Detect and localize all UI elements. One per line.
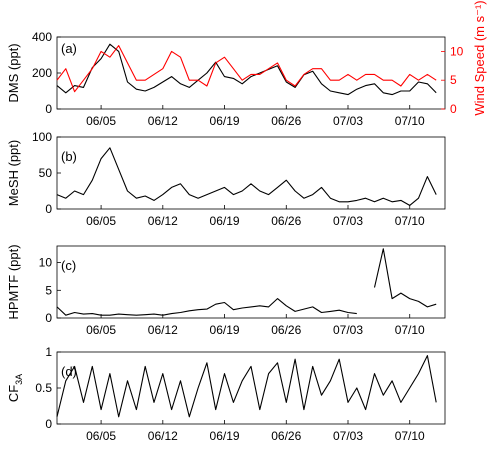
panel-d-series [56, 355, 437, 418]
panel-c-ylabel: HPMTF (ppt) [6, 244, 21, 319]
panel-c-hpmtf: (c) HPMTF (ppt) 0 5 10 06/05 06/12 06/19 06/2… [6, 244, 446, 337]
panel-a-ytick-right-label: 0 [450, 102, 457, 116]
panel-d-ytick-label: 1 [45, 345, 52, 359]
panel-b-xtick-label: 06/12 [148, 214, 178, 228]
panel-b-plot-area [56, 136, 446, 210]
panel-b-label: (b) [61, 149, 77, 164]
panel-c-series-hpmtf [56, 248, 437, 316]
panel-a-xticks: 06/05 06/12 06/19 06/26 07/03 07/10 [86, 105, 425, 128]
panel-c-xtick-label: 06/05 [86, 323, 116, 337]
panel-d-xtick-label: 06/19 [210, 429, 240, 443]
panel-b-series-mesh [56, 147, 437, 206]
panel-d-yticks: 00.51 [35, 345, 61, 431]
panel-c-xtick-label: 06/26 [271, 323, 301, 337]
panel-d-series-cf3a [56, 355, 437, 418]
panel-d-ylabel-sub: 3A [14, 374, 24, 385]
panel-d-label: (d) [61, 364, 77, 379]
panel-c-xtick-label: 07/10 [395, 323, 425, 337]
panel-a-dms-wind: (a) DMS (ppt) Wind Speed (m s⁻¹) 0 200 400… [6, 0, 487, 128]
panel-c-label: (c) [61, 258, 76, 273]
panel-d-xtick-label: 07/10 [395, 429, 425, 443]
panel-a-yticks-right: 0 5 10 [441, 44, 464, 116]
panel-b-xtick-label: 06/05 [86, 214, 116, 228]
panel-a-xtick-label: 07/03 [333, 114, 363, 128]
panel-a-ytick-right-label: 10 [450, 44, 464, 58]
panel-a-label: (a) [61, 41, 77, 56]
panel-a-ytick-label: 400 [32, 30, 52, 44]
panel-b-xticks: 06/05 06/12 06/19 06/26 07/03 07/10 [86, 205, 425, 228]
panel-b-xtick-label: 06/19 [210, 214, 240, 228]
panel-a-ylabel: DMS (ppt) [6, 43, 21, 102]
panel-d-xtick-label: 07/03 [333, 429, 363, 443]
panel-d-cf3a: (d) CF3A 00.51 06/05 06/12 06/19 06/26 07/03… [6, 345, 446, 443]
panel-a-plot-area [56, 36, 446, 110]
panel-a-yticks: 0 200 400 [32, 30, 61, 116]
panel-b-xtick-label: 06/26 [271, 214, 301, 228]
panel-a-ytick-label: 200 [32, 66, 52, 80]
panel-c-xtick-label: 07/03 [333, 323, 363, 337]
panel-a-series-dms [56, 43, 437, 96]
panel-b-ylabel: MeSH (ppt) [6, 140, 21, 206]
panel-a-series [56, 43, 437, 96]
panel-c-ytick-label: 10 [39, 256, 53, 270]
panel-c-xtick-label: 06/12 [148, 323, 178, 337]
panel-a-series-wind-speed [56, 45, 437, 93]
panel-b-xtick-label: 07/03 [333, 214, 363, 228]
panel-c-xticks: 06/05 06/12 06/19 06/26 07/03 07/10 [86, 314, 425, 337]
panel-b-series [56, 147, 437, 206]
panel-a-ylabel-right: Wind Speed (m s⁻¹) [472, 0, 487, 115]
panel-c-ytick-label: 0 [45, 311, 52, 325]
panel-c-xtick-label: 06/19 [210, 323, 240, 337]
panel-a-xtick-label: 06/26 [271, 114, 301, 128]
panel-b-ytick-label: 50 [39, 166, 53, 180]
panel-b-xtick-label: 07/10 [395, 214, 425, 228]
panel-a-xtick-label: 06/19 [210, 114, 240, 128]
panel-d-ytick-label: 0.5 [35, 381, 52, 395]
panel-a-xtick-label: 06/12 [148, 114, 178, 128]
panel-d-xtick-label: 06/26 [271, 429, 301, 443]
panel-a-xtick-label: 07/10 [395, 114, 425, 128]
panel-c-series [56, 248, 437, 316]
panel-d-ylabel: CF3A [6, 374, 24, 402]
panel-d-xtick-label: 06/12 [148, 429, 178, 443]
panel-d-xtick-label: 06/05 [86, 429, 116, 443]
panel-c-plot-area [56, 245, 446, 319]
panel-d-ytick-label: 0 [45, 417, 52, 431]
panel-b-ytick-label: 0 [45, 202, 52, 216]
panel-c-ytick-label: 5 [45, 283, 52, 297]
panel-b-yticks: 0 50 100 [32, 130, 61, 216]
panel-d-plot-area [56, 351, 446, 425]
panel-c-yticks: 0 5 10 [39, 256, 61, 325]
panel-a-xtick-label: 06/05 [86, 114, 116, 128]
panel-d-ylabel-main: CF [6, 385, 21, 402]
panel-a-ytick-label: 0 [45, 102, 52, 116]
panel-b-ytick-label: 100 [32, 130, 52, 144]
panel-a-ytick-right-label: 5 [450, 73, 457, 87]
panel-d-xticks: 06/05 06/12 06/19 06/26 07/03 07/10 [86, 420, 425, 443]
